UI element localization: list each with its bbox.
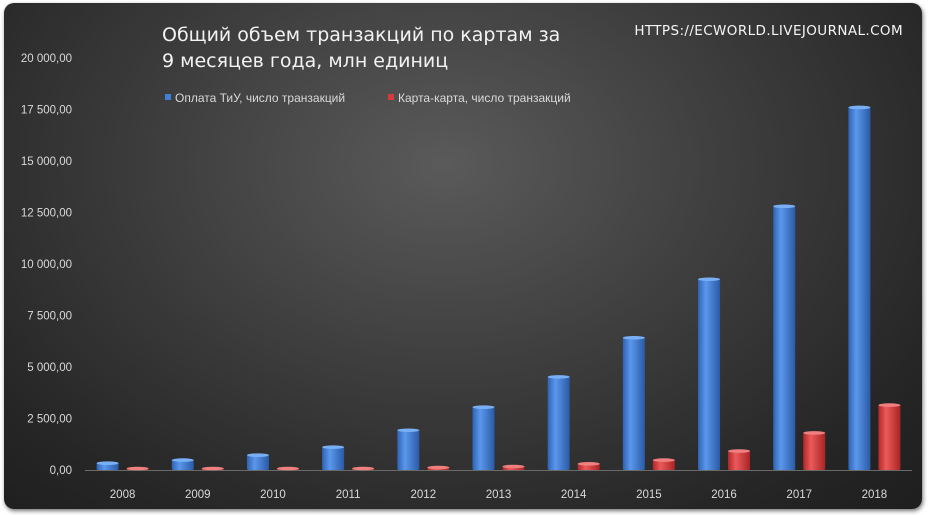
bar-body: [472, 407, 495, 470]
x-tick-label: 2018: [862, 489, 888, 501]
y-tick-label: 0,00: [50, 465, 72, 477]
bar-body: [622, 337, 645, 470]
x-tick-label: 2017: [786, 489, 812, 501]
y-tick-label: 12 500,00: [21, 208, 72, 220]
bar-top: [878, 403, 901, 407]
bar: [728, 449, 751, 470]
bar: [547, 375, 570, 470]
bar: [171, 458, 194, 470]
bar-top: [352, 466, 375, 471]
bar: [652, 458, 675, 470]
bar-top: [322, 445, 345, 449]
x-tick-label: 2014: [561, 489, 587, 501]
bar-top: [472, 405, 495, 409]
bar-top: [773, 204, 796, 209]
axis-layer: 0,00 2 500,00 5 000,00 7 500,00 10 000,00 12 …: [21, 53, 912, 501]
y-tick-label: 15 000,00: [21, 156, 72, 168]
bar: [848, 105, 871, 470]
bar-top: [276, 466, 299, 471]
bar-top: [96, 461, 119, 466]
bar-body: [547, 376, 570, 470]
x-tick-label: 2015: [636, 489, 662, 501]
bar: [352, 466, 375, 471]
bar-top: [848, 105, 871, 110]
bar: [773, 204, 796, 470]
y-tick-label: 2 500,00: [27, 414, 72, 426]
bar: [698, 277, 721, 470]
x-tick-label: 2010: [260, 489, 286, 501]
bar-top: [652, 458, 675, 462]
bar-body: [397, 430, 420, 470]
bar: [878, 403, 901, 470]
bar: [577, 462, 600, 470]
legend-label: Оплата ТиУ, число транзакций: [175, 91, 345, 105]
bar-top: [547, 375, 570, 379]
y-tick-label: 10 000,00: [21, 259, 72, 271]
y-tick-label: 17 500,00: [21, 105, 72, 117]
bar: [427, 465, 450, 470]
legend-label: Карта-карта, число транзакций: [398, 91, 571, 105]
bar: [96, 461, 119, 470]
bar: [472, 405, 495, 470]
bar-top: [803, 431, 826, 435]
bar: [246, 453, 269, 470]
bar-body: [803, 432, 826, 470]
x-tick-label: 2012: [411, 489, 437, 501]
x-tick-label: 2011: [336, 489, 361, 501]
x-tick-label: 2008: [110, 489, 136, 501]
legend-swatch: [165, 94, 171, 100]
bar: [276, 466, 299, 471]
bar-top: [171, 458, 194, 462]
bar-top: [397, 428, 420, 433]
bar-top: [246, 453, 269, 457]
bar-body: [652, 460, 675, 470]
y-tick-label: 20 000,00: [21, 53, 72, 65]
x-tick-label: 2009: [185, 489, 211, 501]
bar-top: [502, 464, 525, 469]
bar: [201, 466, 224, 471]
legend: Оплата ТиУ, число транзакций Карта-карта,…: [165, 91, 571, 105]
bar-top: [622, 335, 645, 340]
bar-body: [171, 460, 194, 470]
bar-body: [878, 405, 901, 470]
bar-body: [96, 463, 119, 470]
bar: [803, 431, 826, 470]
bar-body: [246, 455, 269, 470]
bar: [502, 464, 525, 470]
y-tick-label: 5 000,00: [27, 362, 72, 374]
bar-top: [698, 277, 721, 282]
bar: [397, 428, 420, 470]
watermark-url: HTTPS://ECWORLD.LIVEJOURNAL.COM: [634, 23, 903, 39]
bar-body: [322, 447, 345, 470]
bar: [622, 335, 645, 470]
bar-top: [126, 466, 149, 471]
bar-body: [728, 451, 751, 470]
bar-top: [577, 462, 600, 466]
bar-top: [201, 466, 224, 471]
bar-top: [427, 465, 450, 470]
bar-body: [848, 107, 871, 470]
bar: [322, 445, 345, 470]
bars-layer: [96, 105, 901, 471]
bar: [126, 466, 149, 471]
bar-top: [728, 449, 751, 453]
y-tick-label: 7 500,00: [27, 311, 72, 323]
bar-body: [773, 206, 796, 470]
legend-swatch: [388, 94, 394, 100]
x-tick-label: 2013: [486, 489, 512, 501]
bar-body: [698, 279, 721, 470]
chart-frame: Общий объем транзакций по картам за 9 ме…: [4, 3, 922, 509]
chart-title: Общий объем транзакций по картам за 9 ме…: [162, 24, 561, 72]
x-tick-label: 2016: [711, 489, 737, 501]
